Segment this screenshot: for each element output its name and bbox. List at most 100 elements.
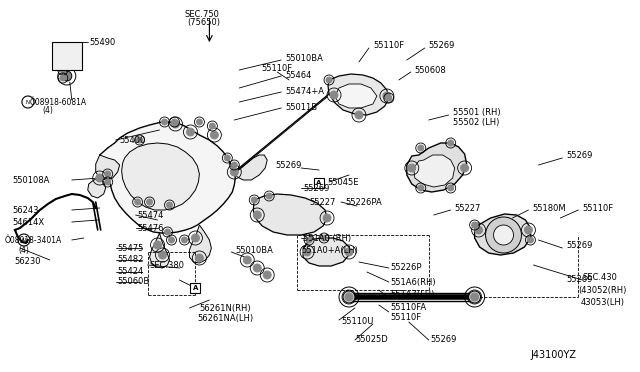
- Text: 55180M: 55180M: [532, 203, 566, 212]
- Circle shape: [195, 254, 204, 262]
- Text: SEC.380: SEC.380: [150, 260, 184, 269]
- Text: 54614X: 54614X: [12, 218, 44, 227]
- Text: 56243: 56243: [12, 205, 38, 215]
- Circle shape: [147, 199, 152, 205]
- Circle shape: [243, 256, 252, 264]
- Circle shape: [60, 67, 66, 73]
- Circle shape: [182, 237, 188, 243]
- Circle shape: [263, 271, 271, 279]
- Text: (4): (4): [18, 246, 29, 254]
- Circle shape: [134, 199, 141, 205]
- Text: 55110F: 55110F: [373, 41, 404, 49]
- Text: 56230: 56230: [14, 257, 40, 266]
- Circle shape: [493, 225, 513, 245]
- Circle shape: [486, 217, 522, 253]
- Polygon shape: [414, 155, 454, 187]
- Circle shape: [186, 128, 195, 136]
- Text: 551A0 (RH): 551A0 (RH): [303, 234, 351, 243]
- Circle shape: [386, 95, 392, 101]
- Text: 55060B: 55060B: [118, 278, 150, 286]
- Text: 551A0+A(LH): 551A0+A(LH): [301, 246, 358, 254]
- Text: 55269: 55269: [431, 336, 457, 344]
- Text: 55269: 55269: [566, 151, 593, 160]
- Polygon shape: [122, 143, 200, 210]
- Circle shape: [164, 229, 170, 235]
- Text: 55227: 55227: [309, 198, 335, 206]
- Polygon shape: [303, 238, 349, 266]
- Text: 55474: 55474: [138, 211, 164, 219]
- Text: (4): (4): [42, 106, 52, 115]
- Text: 55269: 55269: [566, 241, 593, 250]
- Text: 55464: 55464: [285, 71, 312, 80]
- Text: 56261N(RH): 56261N(RH): [200, 304, 251, 312]
- Text: A: A: [316, 180, 322, 186]
- Polygon shape: [475, 214, 531, 255]
- Text: 55110F: 55110F: [391, 314, 422, 323]
- Circle shape: [524, 226, 532, 234]
- Circle shape: [468, 291, 481, 303]
- Circle shape: [166, 202, 173, 208]
- Text: N: N: [26, 99, 30, 105]
- Text: 56261NA(LH): 56261NA(LH): [197, 314, 253, 323]
- Text: Ô08918-3401A: Ô08918-3401A: [5, 235, 62, 244]
- Bar: [52, 42, 82, 70]
- Text: 55010BA: 55010BA: [285, 54, 323, 62]
- Text: N: N: [22, 237, 26, 243]
- Text: 55226P: 55226P: [391, 263, 422, 273]
- Circle shape: [470, 293, 479, 301]
- Circle shape: [172, 119, 177, 125]
- Text: 55110U: 55110U: [341, 317, 373, 327]
- Text: 551A7(LH): 551A7(LH): [391, 291, 435, 299]
- Circle shape: [472, 222, 477, 228]
- Text: A: A: [193, 285, 198, 291]
- Circle shape: [96, 174, 104, 182]
- Text: 55110F: 55110F: [582, 203, 613, 212]
- Circle shape: [191, 234, 200, 242]
- Circle shape: [330, 91, 338, 99]
- Circle shape: [418, 185, 424, 191]
- Circle shape: [448, 185, 454, 191]
- Text: 43053(LH): 43053(LH): [580, 298, 624, 307]
- Text: 55269: 55269: [275, 160, 301, 170]
- Circle shape: [355, 111, 363, 119]
- Polygon shape: [189, 225, 211, 263]
- Circle shape: [418, 145, 424, 151]
- Circle shape: [345, 248, 353, 256]
- Text: 55400: 55400: [120, 135, 146, 144]
- Text: 55110F: 55110F: [261, 64, 292, 73]
- Circle shape: [303, 248, 311, 256]
- Text: 55482: 55482: [118, 256, 144, 264]
- Text: 55025D: 55025D: [355, 336, 388, 344]
- Circle shape: [136, 137, 143, 143]
- Text: 550608: 550608: [415, 65, 447, 74]
- Circle shape: [209, 123, 216, 129]
- Circle shape: [253, 211, 261, 219]
- Text: 55269: 55269: [303, 183, 330, 192]
- Text: SEC.750: SEC.750: [184, 10, 220, 19]
- Circle shape: [60, 75, 66, 81]
- Circle shape: [231, 162, 237, 168]
- Circle shape: [345, 293, 353, 301]
- Bar: [314, 178, 324, 188]
- Circle shape: [461, 164, 468, 172]
- Bar: [191, 283, 200, 293]
- Circle shape: [230, 168, 238, 176]
- Text: 55110FA: 55110FA: [391, 304, 427, 312]
- Polygon shape: [407, 143, 467, 192]
- Circle shape: [154, 241, 161, 249]
- Text: 55011B: 55011B: [285, 103, 317, 112]
- Text: (75650): (75650): [188, 17, 220, 26]
- Circle shape: [266, 193, 272, 199]
- Circle shape: [172, 120, 179, 128]
- Circle shape: [252, 197, 257, 203]
- Text: 55227: 55227: [454, 203, 481, 212]
- Text: (43052(RH): (43052(RH): [579, 285, 627, 295]
- Circle shape: [161, 119, 168, 125]
- Circle shape: [225, 155, 230, 161]
- Circle shape: [159, 251, 166, 259]
- Circle shape: [196, 119, 202, 125]
- Circle shape: [105, 179, 111, 185]
- Circle shape: [62, 71, 72, 81]
- Text: 55501 (RH): 55501 (RH): [452, 108, 500, 116]
- Polygon shape: [100, 122, 236, 233]
